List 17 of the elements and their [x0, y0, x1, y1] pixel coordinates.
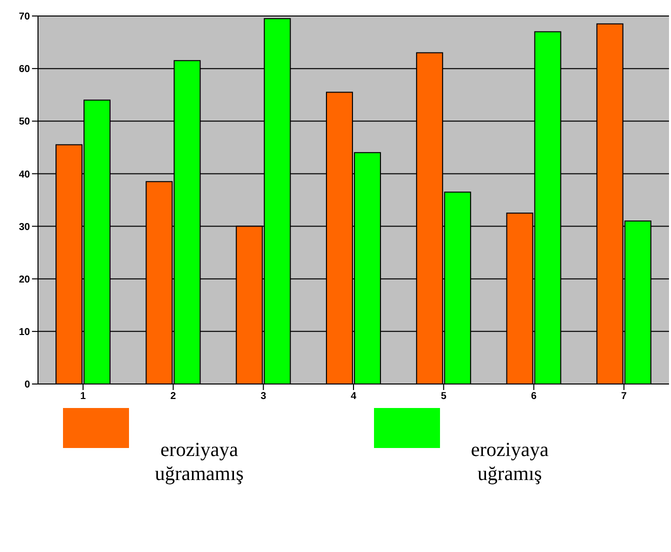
text: eroziyaya uğramış [470, 438, 550, 486]
x-tick-label: 7 [621, 391, 628, 402]
y-tick-label: 20 [18, 274, 30, 286]
x-tick-label: 5 [440, 391, 447, 402]
y-tick-label: 60 [18, 64, 30, 76]
y-tick-label: 40 [18, 169, 30, 180]
x-tick-label: 6 [531, 391, 538, 402]
y-tick-label: 50 [18, 116, 30, 128]
x-tick-label: 2 [170, 391, 176, 402]
y-tick-label: 30 [18, 222, 30, 233]
text: eroziyaya uğramamış [154, 438, 245, 486]
y-tick-label: 0 [24, 380, 30, 391]
y-tick-label: 70 [18, 12, 30, 23]
y-tick-label: 10 [18, 326, 30, 338]
x-tick-label: 4 [350, 391, 357, 402]
x-tick-label: 3 [260, 391, 267, 402]
x-tick-label: 1 [80, 391, 86, 402]
